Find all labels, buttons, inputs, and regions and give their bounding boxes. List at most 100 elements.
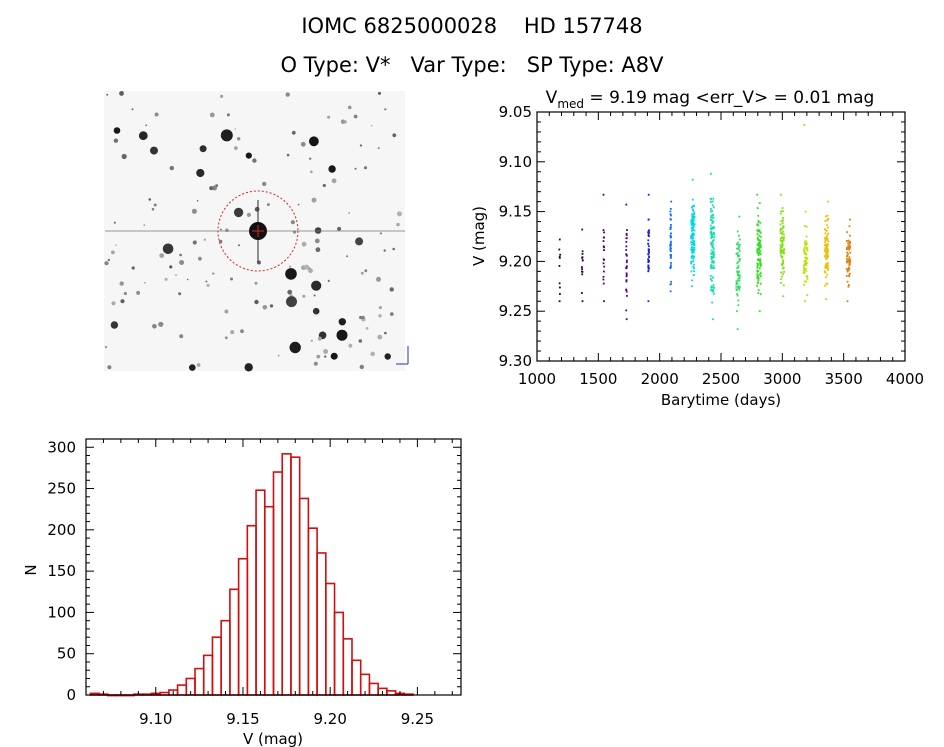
light-curve-point <box>692 234 695 237</box>
finder-star <box>121 153 127 160</box>
light-curve-point <box>670 266 672 269</box>
light-curve-point <box>845 268 848 270</box>
light-curve-point <box>735 253 738 255</box>
light-curve-point <box>848 225 851 228</box>
finder-star <box>309 136 319 147</box>
finder-star <box>150 146 158 155</box>
light-curve-point <box>602 282 605 285</box>
finder-star <box>240 329 244 334</box>
light-curve-point <box>603 249 605 251</box>
light-curve-point <box>711 210 713 213</box>
light-curve-point <box>759 265 762 268</box>
finder-star <box>123 291 127 296</box>
finder-star <box>104 261 109 266</box>
light-curve-point <box>710 214 713 217</box>
finder-star <box>254 206 260 212</box>
finder-star <box>158 321 164 327</box>
light-curve-point <box>803 249 805 252</box>
light-curve-point <box>759 275 762 278</box>
light-curve-point <box>692 225 695 228</box>
finder-star <box>131 108 134 111</box>
finder-star <box>301 241 307 247</box>
finder-star <box>230 277 233 281</box>
histogram-x-tick-label: 9.25 <box>401 710 434 728</box>
light-curve-point <box>625 273 628 276</box>
light-curve-point <box>647 218 650 221</box>
light-curve-point <box>757 224 760 227</box>
light-curve-point <box>846 280 849 283</box>
light-curve-point <box>846 231 849 233</box>
light-curve-point <box>803 280 806 283</box>
light-curve-point <box>806 242 808 245</box>
light-curve-point <box>670 232 672 235</box>
histogram-bar <box>307 527 318 696</box>
light-curve-y-tick-label: 9.15 <box>499 203 532 221</box>
histogram-bar <box>220 619 231 696</box>
finder-star <box>226 113 230 117</box>
light-curve-point <box>781 245 784 248</box>
light-curve-point <box>647 258 650 260</box>
light-curve-point <box>827 200 830 203</box>
light-curve-point <box>849 241 851 244</box>
light-curve-point <box>709 197 712 200</box>
light-curve-point <box>781 207 784 209</box>
light-curve-point <box>827 243 830 246</box>
light-curve-point <box>737 241 739 244</box>
light-curve-point <box>779 247 782 250</box>
histogram-bar <box>176 684 188 696</box>
light-curve-point <box>759 293 762 296</box>
spectral-type-label: SP Type: A8V <box>526 53 664 77</box>
light-curve-point <box>846 261 848 264</box>
light-curve-point <box>603 270 605 273</box>
finder-star <box>178 292 182 296</box>
light-curve-point <box>826 224 829 227</box>
finder-star <box>196 199 199 202</box>
light-curve-point <box>825 236 828 239</box>
light-curve-point <box>826 265 829 267</box>
light-curve-point <box>670 264 672 267</box>
light-curve-point <box>625 232 628 235</box>
light-curve-point <box>737 277 740 280</box>
light-curve-point <box>757 274 759 277</box>
light-curve-point <box>691 234 693 237</box>
light-curve-point <box>735 285 738 288</box>
finder-star <box>107 258 110 262</box>
light-curve-point <box>845 240 848 242</box>
light-curve-point <box>559 253 562 256</box>
finder-star <box>378 91 381 95</box>
light-curve-point <box>712 248 715 250</box>
finder-star <box>337 226 342 231</box>
light-curve-point <box>736 294 739 297</box>
light-curve-point <box>826 234 828 237</box>
light-curve-point <box>736 262 739 265</box>
light-curve-point <box>712 284 715 286</box>
light-curve-point <box>625 249 628 251</box>
finder-star <box>120 299 125 304</box>
light-curve-point <box>710 228 713 231</box>
light-curve-point <box>625 280 628 283</box>
light-curve-point <box>602 258 605 261</box>
light-curve-point <box>806 248 809 251</box>
light-curve-point <box>825 257 827 260</box>
light-curve-point <box>736 310 738 313</box>
light-curve-point <box>756 250 759 252</box>
light-curve-point <box>759 239 762 242</box>
finder-star <box>154 112 159 117</box>
light-curve-point <box>670 262 672 264</box>
light-curve-point <box>759 250 761 252</box>
light-curve-point <box>757 221 760 223</box>
light-curve-point <box>581 259 584 262</box>
light-curve-point <box>826 256 829 258</box>
light-curve-point <box>691 239 694 242</box>
light-curve-point <box>712 250 715 253</box>
light-curve-point <box>691 252 694 254</box>
light-curve-y-tick-label: 9.25 <box>499 302 532 320</box>
light-curve-point <box>693 267 695 270</box>
finder-star <box>322 183 326 188</box>
light-curve-point <box>848 243 851 246</box>
light-curve-point <box>805 244 808 246</box>
light-curve-x-tick-label: 1000 <box>518 370 556 388</box>
light-curve-point <box>711 255 713 258</box>
light-curve-point <box>823 228 826 231</box>
light-curve-x-tick-label: 3500 <box>825 370 863 388</box>
